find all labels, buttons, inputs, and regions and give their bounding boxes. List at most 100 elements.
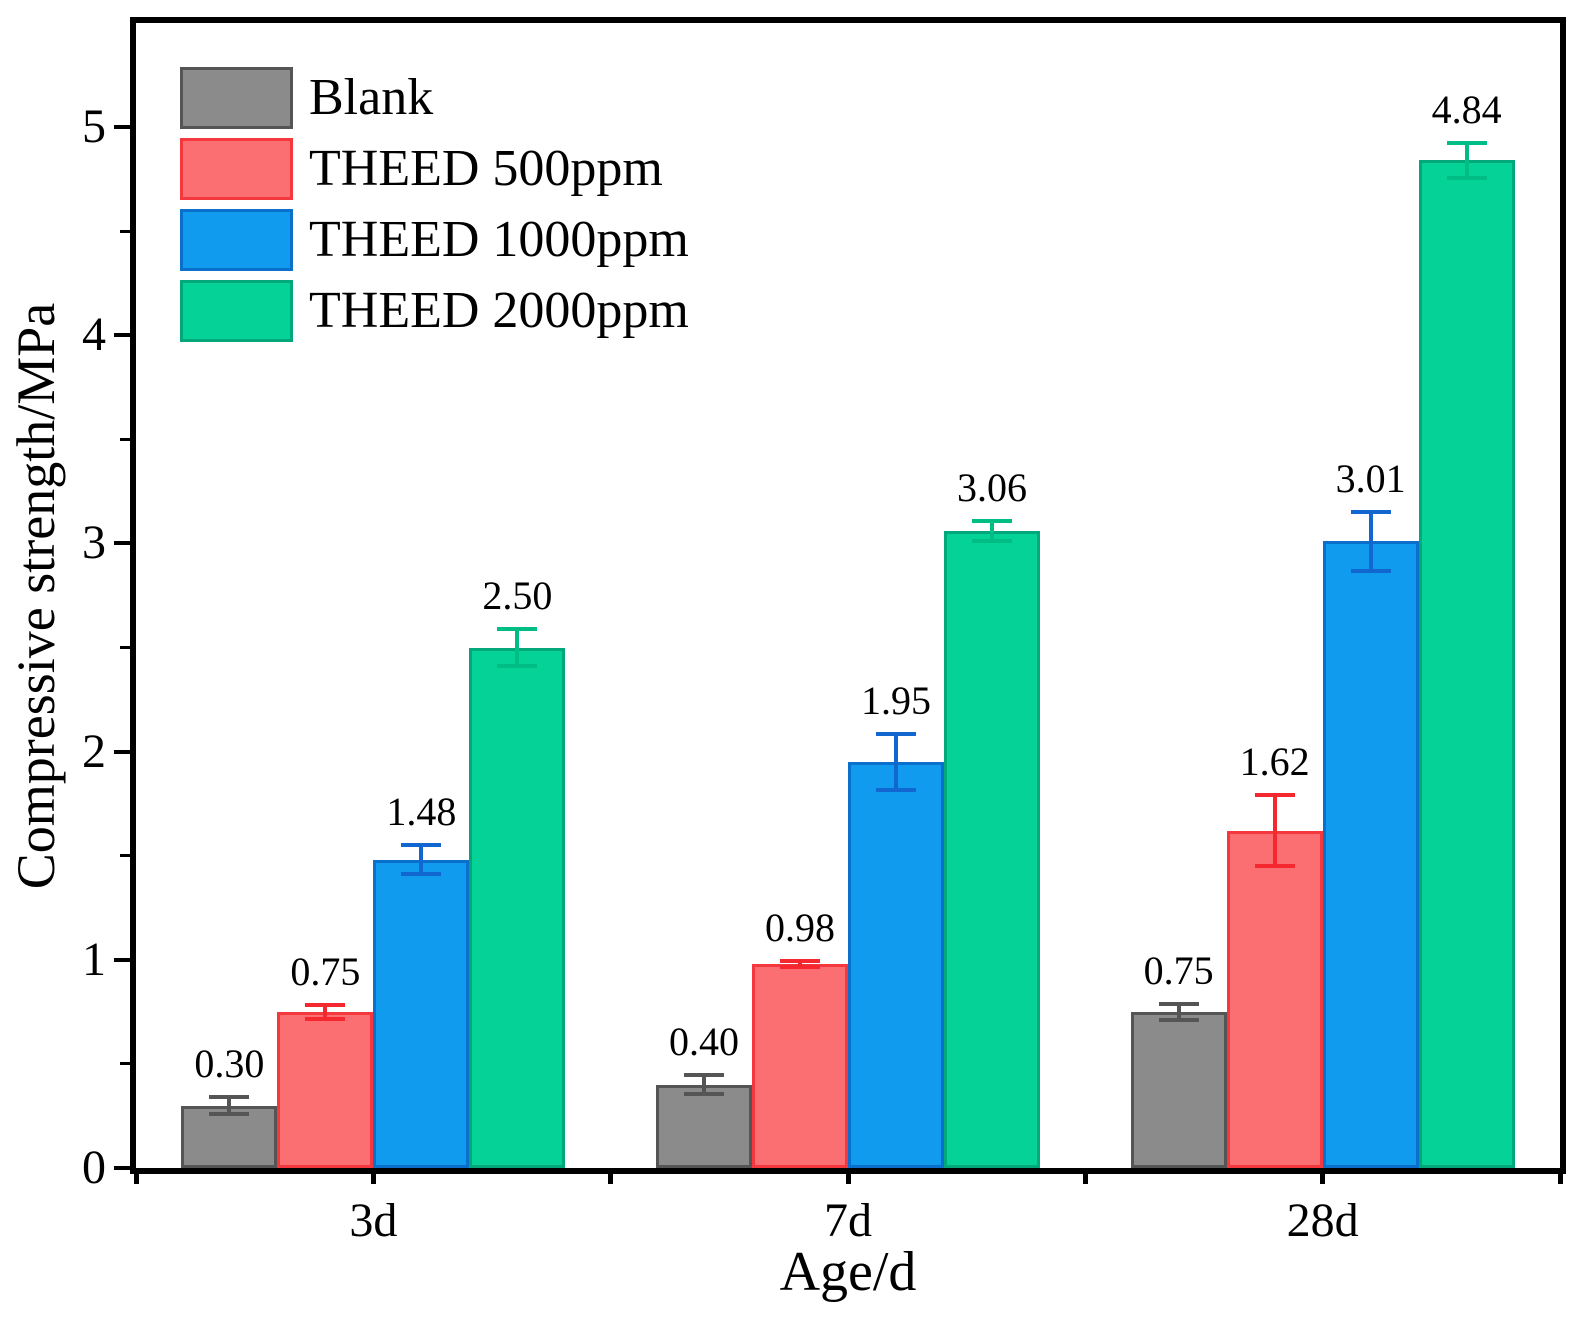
error-cap-top [876,731,916,736]
y-tick-label: 4 [82,308,106,362]
y-minor-tick [120,229,130,233]
legend: Blank THEED 500ppm THEED 1000ppm THEED 2000… [180,62,689,346]
y-major-tick [114,749,130,754]
bar-theed-1000ppm-7d [848,762,944,1168]
bar-value-label: 0.30 [194,1041,265,1087]
error-bar-theed-500ppm-28d [1272,795,1277,867]
error-cap-top [1254,793,1295,798]
error-cap-bottom [876,788,916,793]
legend-item-theed-1000ppm: THEED 1000ppm [180,204,689,275]
bar-value-label: 0.75 [1143,947,1214,993]
legend-label: THEED 2000ppm [309,281,689,339]
bar-value-label: 1.62 [1239,739,1310,785]
bar-theed-500ppm-28d [1226,830,1323,1168]
error-bar-theed-1000ppm-3d [419,845,424,875]
bar-theed-1000ppm-28d [1322,541,1419,1168]
legend-item-theed-2000ppm: THEED 2000ppm [180,275,689,346]
bar-theed-1000ppm-3d [373,859,470,1168]
error-cap-bottom [1254,864,1295,869]
bar-value-label: 1.48 [386,789,457,835]
error-cap-bottom [401,872,442,877]
y-tick-label: 3 [82,516,106,570]
y-minor-tick [120,437,130,441]
plot-area: 0 1 2 3 4 5 3d 7d 28d 0.30 0.40 0.75 0.75 0.98 1.62 1.4… [82,17,1566,1247]
error-bar-theed-2000ppm-28d [1464,142,1469,179]
error-cap-top [1350,510,1391,515]
bar-theed-500ppm-7d [752,963,848,1168]
error-cap-top [972,518,1012,523]
legend-swatch-theed-2000ppm [180,279,293,342]
legend-label: Blank [309,68,434,126]
bar-value-label: 0.40 [669,1019,739,1065]
error-cap-top [401,843,442,848]
bar-blank-7d [656,1084,752,1168]
error-bar-blank-28d [1176,1003,1181,1021]
error-cap-bottom [780,965,820,970]
x-tick [1557,1168,1563,1184]
y-tick-label: 2 [82,724,106,778]
bar-value-label: 2.50 [482,572,553,618]
error-cap-bottom [497,664,538,669]
y-minor-tick [120,1062,130,1066]
bar-value-label: 0.75 [290,948,361,994]
legend-label: THEED 500ppm [309,139,663,197]
y-tick-label: 0 [82,1141,106,1194]
legend-item-theed-500ppm: THEED 500ppm [180,133,689,204]
error-cap-top [305,1002,346,1007]
legend-item-blank: Blank [180,62,689,133]
error-cap-bottom [209,1111,250,1116]
error-cap-top [209,1095,250,1100]
error-cap-top [684,1073,724,1078]
bar-blank-3d [181,1105,278,1168]
y-minor-tick [120,854,130,858]
error-bar-blank-7d [702,1075,706,1095]
y-major-tick [114,957,130,962]
error-bar-theed-2000ppm-3d [515,628,520,667]
error-bar-theed-1000ppm-28d [1368,512,1373,571]
y-axis-title: Compressive strength/MPa [6,302,66,890]
error-bar-theed-2000ppm-7d [990,520,994,542]
error-cap-bottom [305,1017,346,1022]
y-major-tick [114,125,130,130]
legend-label: THEED 1000ppm [309,210,689,268]
x-tick [1082,1168,1088,1184]
error-cap-bottom [1158,1018,1199,1023]
legend-swatch-theed-500ppm [180,137,293,200]
y-major-tick [114,1166,130,1170]
x-tick [845,1168,851,1184]
error-bar-theed-500ppm-3d [323,1004,328,1020]
error-cap-bottom [1350,568,1391,573]
bar-value-label: 4.84 [1431,86,1502,132]
error-bar-blank-3d [227,1097,232,1114]
bar-value-label: 3.01 [1335,456,1406,502]
x-tick-label: 28d [1286,1194,1359,1247]
y-minor-tick [120,646,130,650]
bar-value-label: 0.98 [765,904,835,950]
y-tick-label: 1 [82,932,106,986]
error-bar-theed-500ppm-7d [798,960,802,968]
legend-swatch-theed-1000ppm [180,208,293,271]
x-tick [1320,1168,1326,1184]
bar-theed-2000ppm-28d [1418,160,1515,1168]
bar-theed-2000ppm-7d [944,530,1040,1168]
bar-theed-2000ppm-3d [469,647,566,1168]
y-tick-label: 5 [82,100,106,154]
x-tick [370,1168,376,1184]
legend-swatch-blank [180,66,293,129]
error-cap-bottom [972,539,1012,544]
error-bar-theed-1000ppm-7d [894,733,898,791]
error-cap-top [497,626,538,631]
error-cap-bottom [1446,176,1487,181]
x-axis-title: Age/d [779,1241,917,1303]
y-major-tick [114,333,130,338]
x-tick [608,1168,614,1184]
error-cap-top [780,958,820,963]
x-tick-label: 3d [349,1194,398,1247]
x-tick-label: 7d [824,1194,872,1247]
bar-blank-28d [1130,1011,1227,1168]
bar-theed-500ppm-3d [277,1011,374,1168]
y-major-tick [114,541,130,546]
bar-value-label: 1.95 [861,677,931,723]
error-cap-top [1446,140,1487,145]
